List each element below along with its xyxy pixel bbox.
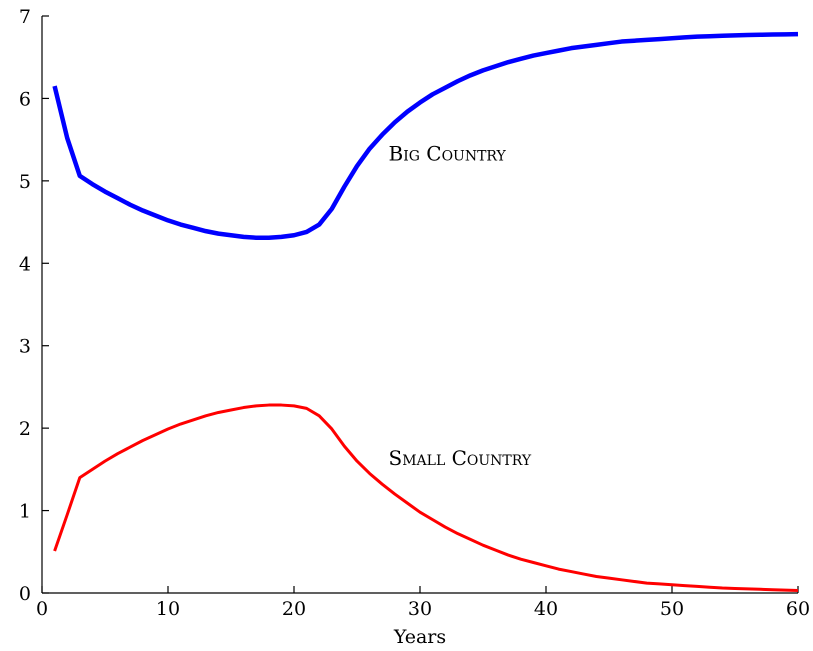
series-line-small-country bbox=[55, 405, 798, 590]
series-group bbox=[55, 34, 798, 590]
series-label: Small Country bbox=[389, 446, 532, 470]
x-tick-label: 40 bbox=[534, 598, 558, 620]
y-tick-label: 5 bbox=[19, 171, 31, 193]
x-tick-label: 10 bbox=[156, 598, 180, 620]
y-tick-label: 2 bbox=[19, 418, 31, 440]
x-tick-label: 0 bbox=[36, 598, 48, 620]
y-tick-label: 4 bbox=[19, 253, 31, 275]
x-axis-title: Years bbox=[393, 626, 446, 648]
series-label: Big Country bbox=[389, 141, 507, 165]
x-tick-label: 30 bbox=[408, 598, 432, 620]
annotations: Big Country Small Country bbox=[389, 141, 532, 470]
x-tick-label: 50 bbox=[660, 598, 684, 620]
y-tick-label: 7 bbox=[19, 6, 31, 28]
y-tick-label: 1 bbox=[19, 501, 31, 523]
series-line-big-country bbox=[55, 34, 798, 238]
y-tick-label: 3 bbox=[19, 336, 31, 358]
y-tick-label: 0 bbox=[19, 583, 31, 605]
axes: 0 10 20 30 40 50 60 0 1 2 3 4 5 6 7 bbox=[19, 6, 810, 620]
y-tick-label: 6 bbox=[19, 88, 31, 110]
x-tick-label: 20 bbox=[282, 598, 306, 620]
x-tick-label: 60 bbox=[786, 598, 810, 620]
